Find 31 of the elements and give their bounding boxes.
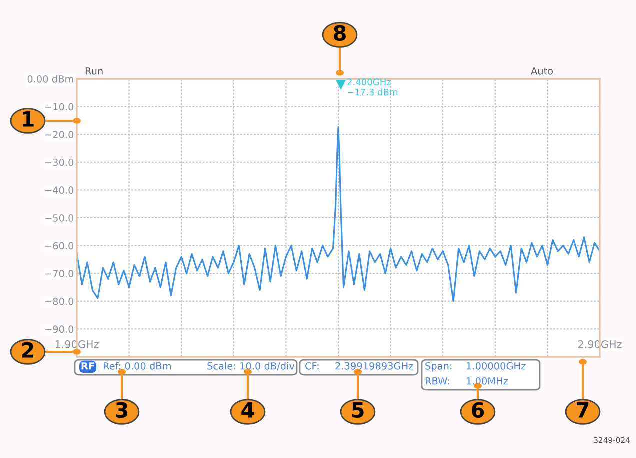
- text: RBW:: [426, 378, 450, 385]
- y-tick-label: −80.0: [45, 298, 74, 306]
- y-tick-label: −20.0: [45, 131, 74, 138]
- text: 2: [22, 342, 34, 358]
- text: Scale: 10.0 dB/div: [208, 362, 295, 371]
- text: 4: [242, 402, 254, 418]
- line-series: [77, 126, 600, 302]
- text: Span:: [426, 362, 452, 372]
- y-tick-label: 0.00 dBm: [28, 75, 74, 83]
- y-tick-label: −40.0: [45, 186, 74, 194]
- text: 8: [334, 25, 346, 42]
- text: 5: [352, 402, 364, 418]
- y-tick-label: −60.0: [45, 242, 74, 250]
- text: 1.00000GHz: [467, 362, 526, 370]
- text: CF:: [306, 362, 319, 370]
- y-tick-label: −50.0: [45, 214, 74, 222]
- text: Ref: 0.00 dBm: [104, 362, 171, 370]
- text: 7: [577, 402, 589, 418]
- text: 3: [116, 402, 128, 418]
- y-tick-label: −10.0: [45, 103, 74, 111]
- annotation: 2.400GHz −17.3 dBm: [348, 78, 398, 96]
- text: 1.00MHz: [467, 377, 508, 385]
- text: Auto: [531, 68, 554, 75]
- y-tick-label: −70.0: [45, 270, 74, 278]
- text: Run: [86, 68, 103, 75]
- text: 6: [472, 402, 484, 418]
- text: 2.39919893GHz: [336, 362, 414, 370]
- y-tick-label: −90.0: [45, 326, 74, 334]
- text: RF: [82, 362, 94, 370]
- y-tick-label: −30.0: [45, 158, 74, 166]
- text: 1: [23, 112, 34, 127]
